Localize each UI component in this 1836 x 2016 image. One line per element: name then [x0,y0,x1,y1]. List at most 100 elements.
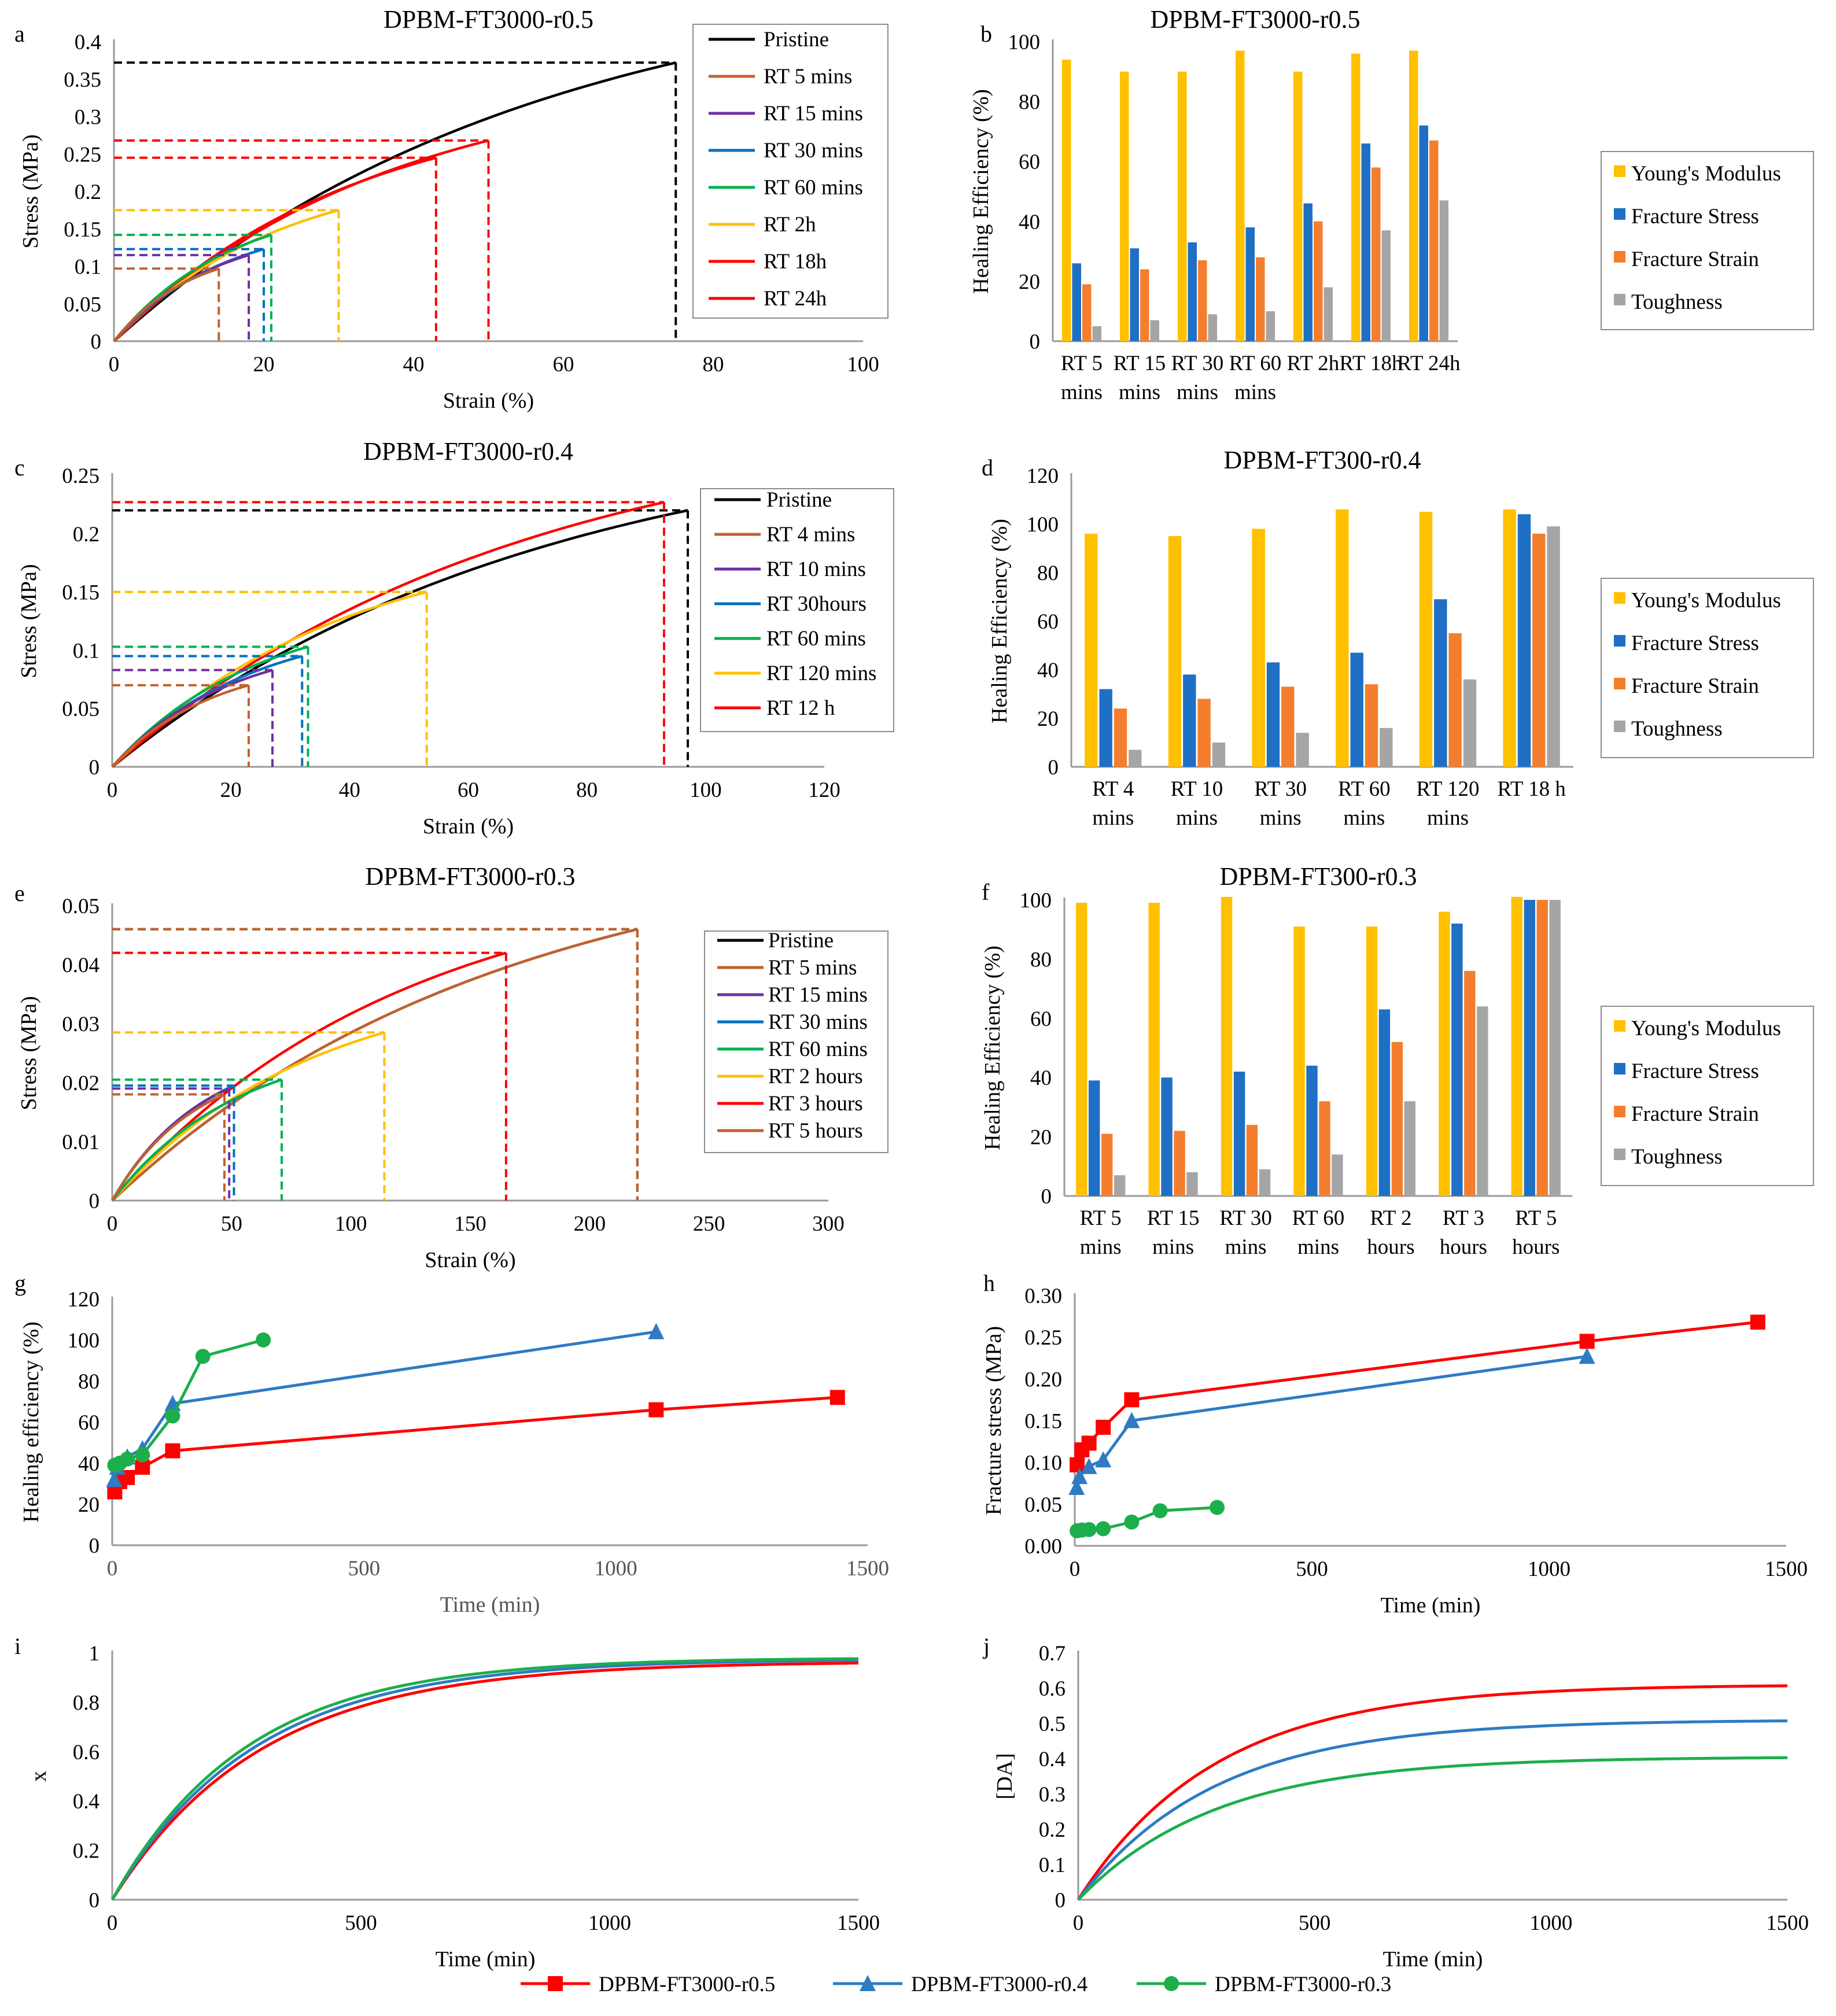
marker-square [648,1402,664,1417]
y-axis-label: Fracture stress (MPa) [982,1326,1006,1515]
legend-label: RT 24h [764,287,827,311]
curve-red [113,156,437,342]
y-tick-label: 0.8 [73,1691,99,1715]
curve-black [111,928,638,1202]
series-line [1075,1320,1758,1465]
y-tick-label: 60 [1030,1007,1052,1031]
x-tick-label: 0 [1073,1911,1084,1935]
bar-bar_tough [1129,749,1142,767]
y-tick-label: 0.01 [62,1131,99,1154]
marker-circle [1124,1514,1140,1530]
panel-f: f DPBM-FT300-r0.3 0 20 40 60 80 100 Healing Effi… [980,862,1814,1259]
bar-bar_strain [1365,684,1378,767]
x-tick-label: 500 [1299,1911,1331,1935]
panel-label-b: b [980,21,992,47]
y-tick-label: 0.3 [75,106,101,130]
y-tick-label: 0 [89,1190,100,1213]
y-tick-label: 0.2 [73,1840,99,1863]
model-curve [1076,1684,1788,1901]
x-tick-label: 1000 [1528,1557,1570,1581]
legend-label: RT 30 mins [768,1010,868,1034]
bar-bar_strain [1319,1101,1330,1196]
model-curve [110,1661,859,1901]
category-label: RT 120 [1416,777,1479,801]
x-tick-label: 1500 [1765,1557,1808,1581]
marker-triangle [106,1471,123,1487]
category-label: RT 30 [1219,1206,1272,1230]
curve-red [111,501,665,768]
y-tick-label: 0.5 [1039,1712,1066,1736]
bottom-legend: DPBM-FT3000-r0.5 DPBM-FT3000-r0.4 DPBM-FT3… [521,1973,1391,1996]
bar-bar_stress [1451,924,1463,1196]
legend-label: RT 30hours [766,592,867,616]
y-tick-label: 0.1 [75,256,101,279]
y-tick-label: 0.05 [62,895,99,918]
panel-a: a DPBM-FT3000-r0.5 0 0.05 0.1 0.15 0.2 0.25 0.3 0… [14,5,888,413]
series-line [1075,1354,1587,1488]
category-label: mins [1297,1235,1339,1259]
legend-box [1601,578,1814,758]
curve-blue [111,655,303,768]
curve-brown [111,1093,225,1202]
bar-bar_stress [1233,1072,1245,1196]
legend-label: Pristine [768,929,834,952]
category-label: mins [1152,1235,1194,1259]
y-tick-label: 0.2 [73,523,99,547]
chart-title: DPBM-FT3000-r0.3 [365,862,575,891]
y-tick-label: 80 [1030,948,1052,972]
legend-label: RT 5 hours [768,1119,863,1143]
legend-label: Toughness [1631,1145,1723,1169]
category-label: mins [1092,806,1134,830]
y-tick-label: 100 [68,1329,100,1353]
bar-bar_strain [1114,708,1127,767]
y-tick-label: 0.6 [73,1741,99,1764]
panel-label-d: d [982,455,993,481]
marker-square [1070,1457,1085,1472]
category-label: RT 15 [1114,352,1166,375]
bar-bar_stress [1072,263,1081,341]
bar-bar_stress [1266,662,1280,767]
category-label: RT 4 [1092,777,1134,801]
marker-circle [256,1332,271,1347]
y-tick-label: 0.05 [1024,1493,1062,1517]
legend-label: RT 30 mins [764,139,863,163]
legend-label: Fracture Stress [1631,1059,1759,1083]
x-tick-label: 1000 [595,1557,637,1581]
y-tick-label: 20 [1019,270,1040,294]
legend-label: RT 15 mins [768,983,868,1007]
legend-swatch [1614,1063,1625,1075]
bar-bar_tough [1323,287,1333,341]
x-tick-label: 40 [403,353,425,376]
legend-label: RT 12 h [766,696,835,720]
y-tick-label: 0.25 [1024,1326,1062,1350]
series-line [113,1395,838,1493]
marker-circle [1210,1500,1225,1515]
category-label: mins [1080,1235,1122,1259]
y-axis-label: Healing Efficiency (%) [980,946,1005,1150]
marker-square [548,1976,563,1991]
y-tick-label: 0.2 [75,180,101,204]
category-label: RT 60 [1229,352,1282,375]
panel-g: g 0 20 40 60 80 100 120 0 500 1000 1500 Healing effi… [14,1270,889,1617]
y-tick-label: 0.25 [64,143,101,167]
bar-bar_tough [1381,230,1391,341]
bar-bar_stress [1245,227,1255,341]
panel-h: h 0.00 0.05 0.10 0.15 0.20 0.25 0.30 0 500 1000 150… [982,1270,1808,1618]
bar-bar_youngs [1293,71,1303,342]
legend-label: Toughness [1631,290,1723,314]
bar-bar_stress [1434,599,1447,767]
legend-label: Toughness [1631,717,1723,741]
curve-green [111,1078,282,1202]
marker-circle [195,1349,211,1364]
bar-bar_stress [1517,514,1531,767]
legend-label: DPBM-FT3000-r0.4 [911,1973,1087,1996]
x-axis-label: Time (min) [436,1947,536,1971]
panel-i: i 0 0.2 0.4 0.6 0.8 1 0 500 1000 1500 x Time (min) [14,1633,880,1971]
marker-square [1081,1435,1097,1451]
legend-label: RT 5 mins [764,65,852,88]
marker-triangle [1095,1451,1112,1468]
y-tick-label: 120 [1027,464,1059,488]
category-label: hours [1367,1235,1414,1259]
y-tick-label: 0 [1030,330,1041,354]
y-tick-label: 0.3 [1039,1783,1066,1807]
